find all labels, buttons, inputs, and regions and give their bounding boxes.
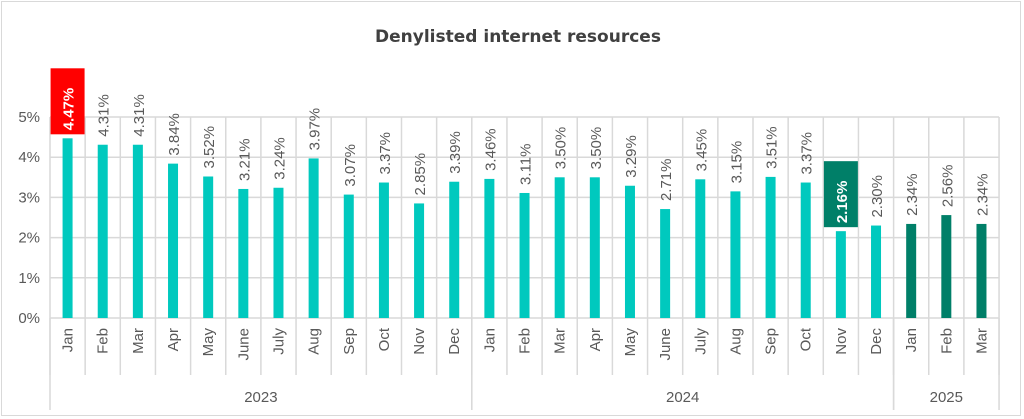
chart-title: Denylisted internet resources	[375, 27, 661, 47]
x-tick-label: Feb	[517, 328, 534, 354]
data-label: 3.07%	[342, 144, 359, 187]
highlight-label-box	[50, 68, 85, 135]
data-label: 2.34%	[974, 173, 991, 216]
x-tick-label: Oct	[798, 327, 815, 351]
data-label: 3.37%	[799, 132, 816, 175]
year-label: 2023	[244, 389, 277, 406]
bar	[132, 144, 143, 318]
bar	[238, 188, 249, 318]
bar	[660, 209, 671, 318]
bar	[273, 187, 284, 318]
bar	[695, 179, 706, 318]
data-label: 2.71%	[658, 159, 675, 202]
data-label: 2.16%	[834, 181, 851, 224]
x-tick-label: June	[657, 328, 674, 361]
y-tick-label: 5%	[18, 109, 40, 126]
x-tick-label: Jan	[903, 328, 920, 352]
data-label: 3.50%	[553, 127, 570, 170]
x-tick-label: Oct	[376, 327, 393, 351]
x-tick-label: Apr	[587, 328, 604, 351]
data-label: 3.45%	[693, 129, 710, 172]
bar	[765, 176, 776, 318]
bar	[730, 191, 741, 318]
data-label: 3.84%	[166, 113, 183, 156]
x-tick-label: Nov	[411, 328, 428, 355]
data-label: 4.47%	[61, 88, 78, 131]
data-label: 2.56%	[939, 165, 956, 208]
year-label: 2024	[666, 389, 699, 406]
data-label: 2.85%	[412, 153, 429, 196]
data-label: 3.52%	[201, 126, 218, 169]
bar	[484, 178, 495, 318]
bar	[624, 185, 635, 318]
bar	[308, 158, 319, 318]
bar	[976, 223, 987, 318]
x-tick-label: Jan	[60, 328, 77, 352]
data-label: 3.21%	[236, 138, 253, 181]
y-tick-label: 1%	[18, 270, 40, 287]
x-tick-label: July	[692, 328, 709, 355]
x-tick-label: Feb	[95, 328, 112, 354]
bar	[449, 181, 460, 318]
data-label: 4.31%	[96, 94, 113, 137]
data-label: 3.37%	[377, 132, 394, 175]
bar	[378, 182, 389, 318]
x-tick-label: Aug	[306, 328, 323, 355]
x-tick-label: Mar	[973, 328, 990, 354]
bar	[97, 144, 108, 318]
bar	[168, 163, 179, 318]
x-tick-label: May	[200, 328, 217, 357]
data-label: 3.46%	[482, 128, 499, 171]
y-tick-label: 2%	[18, 230, 40, 247]
bar	[871, 225, 882, 318]
x-tick-label: Feb	[938, 328, 955, 354]
bar	[835, 231, 846, 318]
bar	[589, 177, 600, 318]
bar	[62, 138, 73, 318]
x-tick-label: Mar	[130, 328, 147, 354]
year-label: 2025	[930, 389, 963, 406]
x-tick-label: Sep	[763, 328, 780, 355]
x-tick-label: May	[622, 328, 639, 357]
x-tick-label: July	[270, 328, 287, 355]
bar	[800, 182, 811, 318]
y-tick-label: 0%	[18, 310, 40, 327]
data-label: 2.30%	[869, 175, 886, 218]
bar	[414, 203, 425, 318]
bar	[203, 176, 214, 318]
y-tick-label: 3%	[18, 189, 40, 206]
data-label: 2.34%	[904, 173, 921, 216]
data-label: 3.39%	[447, 131, 464, 174]
x-tick-label: Dec	[446, 328, 463, 355]
x-tick-label: Apr	[165, 328, 182, 351]
data-label: 3.11%	[518, 144, 535, 185]
x-tick-label: June	[235, 328, 252, 361]
data-label: 3.24%	[271, 137, 288, 180]
data-label: 3.97%	[307, 108, 324, 151]
highlight-label-box	[823, 161, 858, 228]
data-label: 3.29%	[623, 135, 640, 178]
data-label: 3.50%	[588, 127, 605, 170]
bar	[941, 215, 952, 318]
x-tick-label: Jan	[481, 328, 498, 352]
bar	[343, 194, 354, 318]
x-tick-label: Sep	[341, 328, 358, 355]
data-label: 4.31%	[131, 94, 148, 137]
x-tick-label: Dec	[868, 328, 885, 355]
x-tick-label: Aug	[727, 328, 744, 355]
data-label: 3.15%	[728, 141, 745, 184]
x-tick-label: Mar	[552, 328, 569, 354]
bar	[519, 192, 530, 318]
data-label: 3.51%	[764, 126, 781, 169]
bar	[906, 223, 917, 318]
y-tick-label: 4%	[18, 149, 40, 166]
bar	[554, 177, 565, 318]
x-tick-label: Nov	[833, 328, 850, 355]
